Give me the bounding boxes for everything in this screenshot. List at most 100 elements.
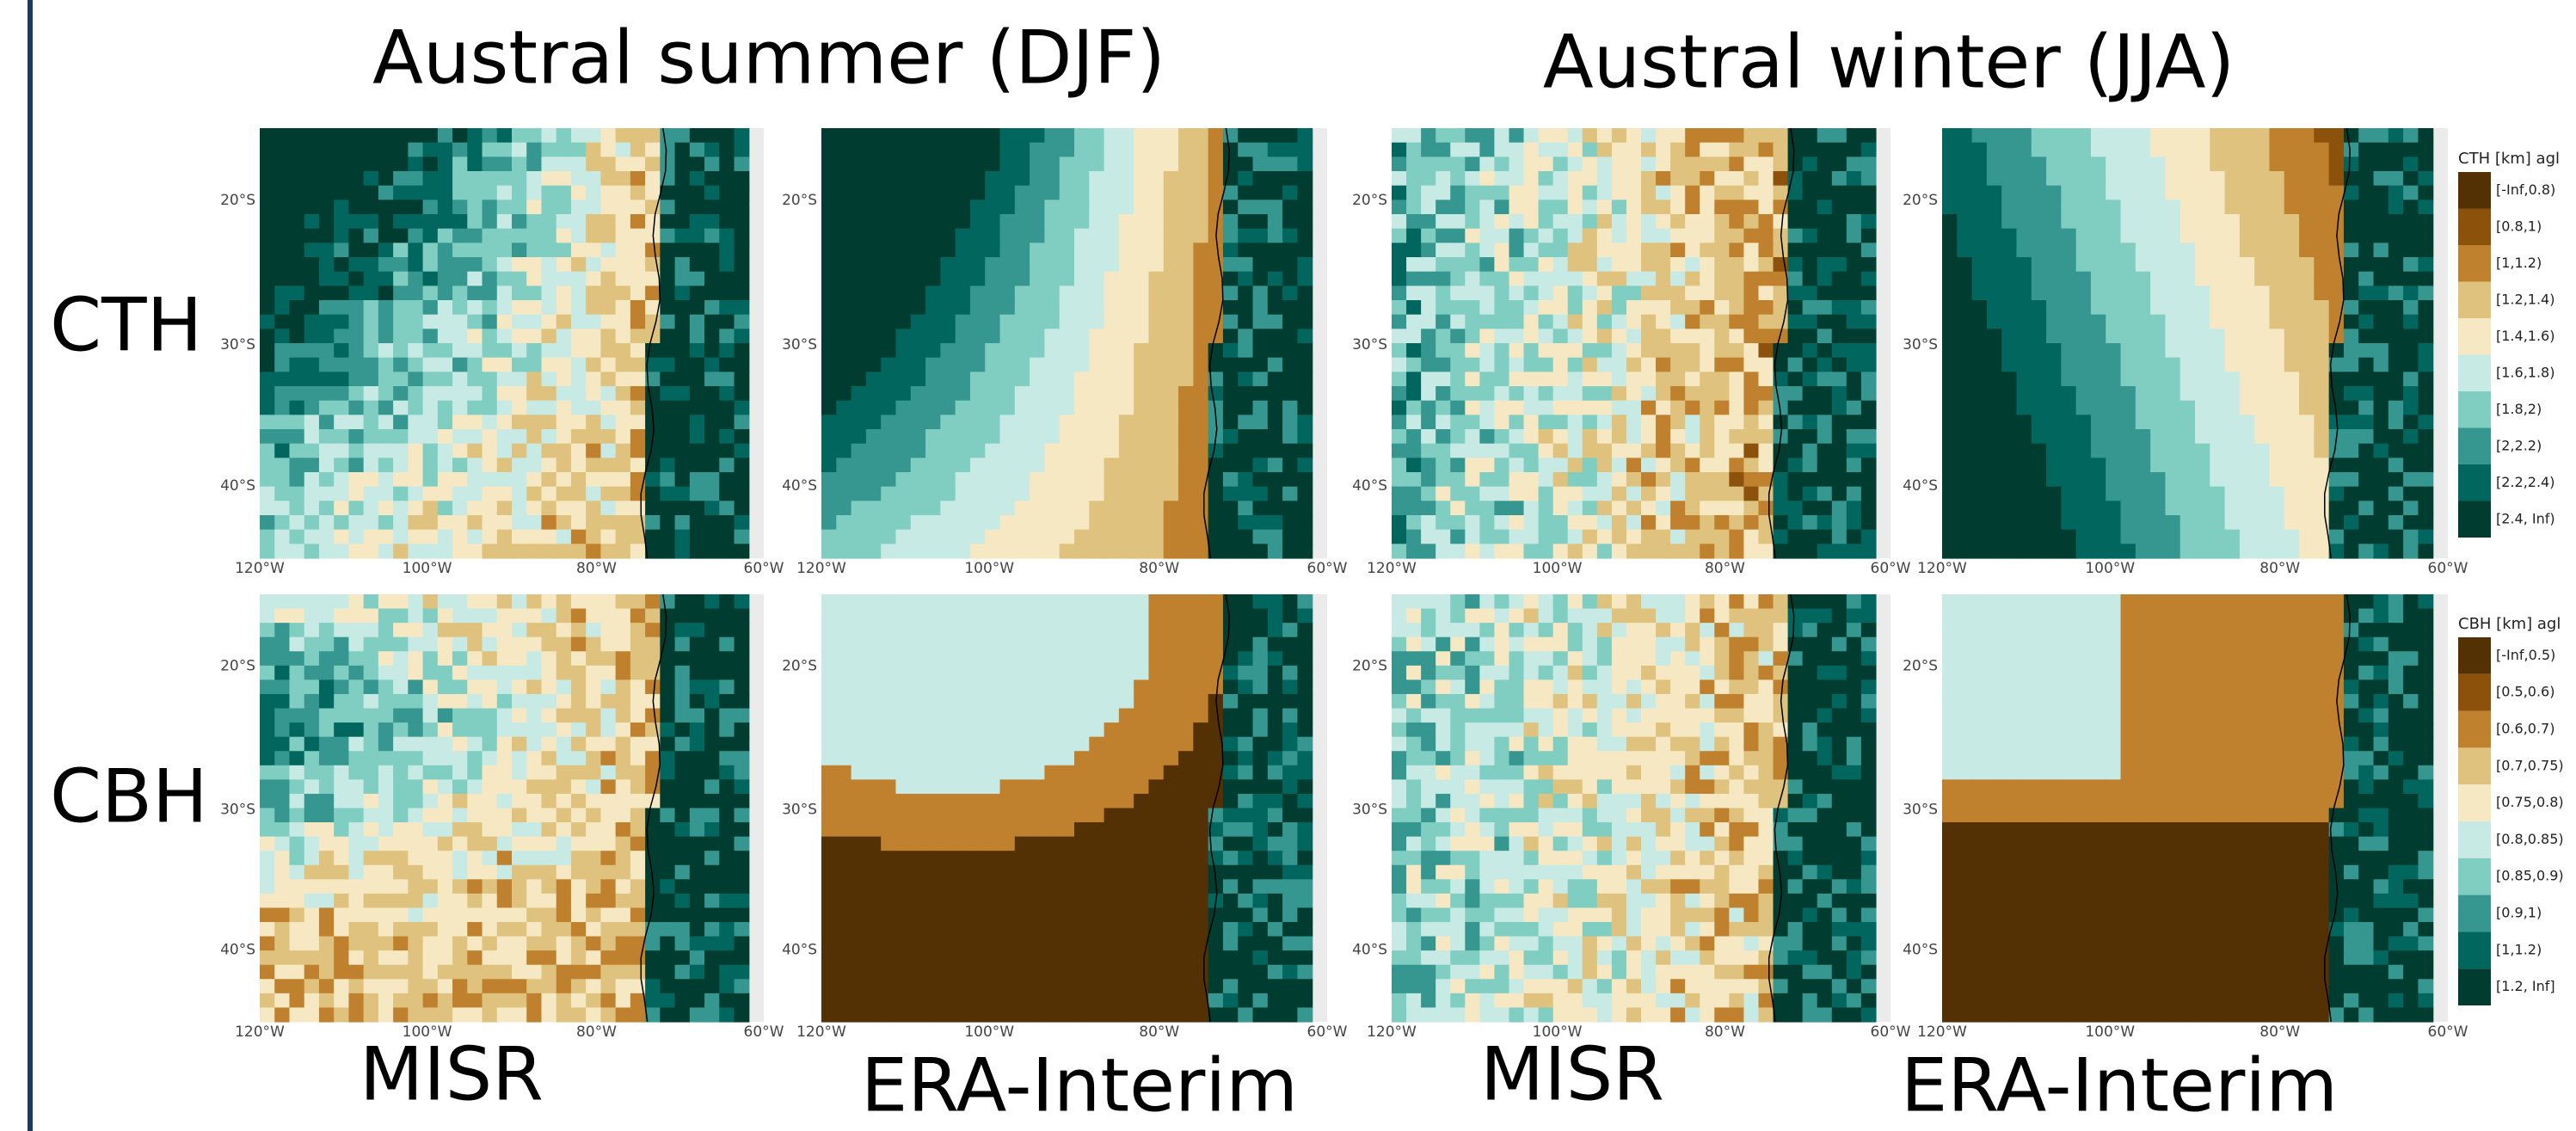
map-cell <box>970 329 986 343</box>
map-cell <box>600 257 616 272</box>
map-cell <box>1494 472 1509 487</box>
map-cell <box>735 751 750 765</box>
map-cell <box>2388 401 2404 415</box>
map-cell <box>1421 300 1436 315</box>
map-cell <box>1208 487 1224 501</box>
map-cell <box>1685 372 1700 386</box>
map-cell <box>304 865 320 880</box>
map-cell <box>1714 128 1730 143</box>
map-cell <box>1670 458 1686 472</box>
map-cell <box>1164 186 1179 200</box>
map-cell <box>1392 257 1407 272</box>
map-cell <box>348 171 364 186</box>
map-cell <box>2344 243 2359 257</box>
map-cell <box>836 243 851 257</box>
map-cell <box>881 472 896 487</box>
map-cell <box>348 157 364 171</box>
map-cell <box>378 722 394 737</box>
map-cell <box>630 544 646 558</box>
map-cell <box>586 765 601 780</box>
map-cell <box>735 851 750 865</box>
map-cell <box>2076 515 2092 530</box>
map-cell <box>1406 257 1422 272</box>
map-cell <box>2106 515 2121 530</box>
map-cell <box>1788 229 1804 243</box>
map-cell <box>1000 487 1016 501</box>
map-cell <box>1406 429 1422 444</box>
map-cell <box>2358 444 2374 458</box>
map-cell <box>851 501 867 515</box>
map-cell <box>438 530 453 544</box>
map-cell <box>483 257 498 272</box>
map-cell <box>364 487 379 501</box>
map-cell <box>704 651 720 666</box>
map-cell <box>304 837 320 851</box>
map-cell <box>616 257 631 272</box>
map-cell <box>940 444 956 458</box>
map-cell <box>1524 143 1540 157</box>
map-cell <box>2240 200 2255 214</box>
map-cell <box>735 722 750 737</box>
map-cell <box>1656 329 1671 343</box>
map-cell <box>895 186 911 200</box>
map-cell <box>1060 458 1075 472</box>
map-cell <box>1253 358 1269 372</box>
map-cell <box>1685 128 1700 143</box>
map-cell <box>571 372 587 386</box>
map-cell <box>1774 186 1789 200</box>
map-cell <box>586 950 601 965</box>
map-cell <box>2299 444 2315 458</box>
map-cell <box>378 401 394 415</box>
map-cell <box>260 186 275 200</box>
map-cell <box>2269 300 2284 315</box>
map-cell <box>1656 487 1671 501</box>
map-cell <box>690 329 705 343</box>
map-cell <box>526 737 542 752</box>
map-cell <box>821 186 837 200</box>
map-cell <box>690 637 705 652</box>
map-cell <box>1847 429 1862 444</box>
map-cell <box>1597 300 1613 315</box>
map-cell <box>2195 157 2210 171</box>
map-cell <box>1612 200 1627 214</box>
map-cell <box>1148 329 1164 343</box>
map-cell <box>1942 272 1958 286</box>
map-cell <box>1134 429 1149 444</box>
map-cell <box>735 501 750 515</box>
map-cell <box>616 429 631 444</box>
map-cell <box>512 200 527 214</box>
map-cell <box>660 515 675 530</box>
map-cell <box>423 722 439 737</box>
map-cell <box>483 286 498 300</box>
map-cell <box>483 894 498 908</box>
lat-tick-label: 30°S <box>220 336 255 353</box>
map-cell <box>821 343 837 358</box>
map-cell <box>393 343 409 358</box>
map-cell <box>821 272 837 286</box>
map-cell <box>2091 444 2106 458</box>
map-cell <box>260 157 275 171</box>
map-cell <box>348 737 364 752</box>
map-cell <box>1612 343 1627 358</box>
map-cell <box>1015 315 1030 329</box>
map-cell <box>821 315 837 329</box>
map-cell <box>274 372 290 386</box>
map-cell <box>675 128 691 143</box>
map-cell <box>1436 487 1451 501</box>
map-cell <box>1583 343 1598 358</box>
map-cell <box>571 444 587 458</box>
map-cell <box>1465 429 1480 444</box>
map-cell <box>2254 243 2270 257</box>
map-cell <box>348 315 364 329</box>
map-cell <box>1539 143 1554 157</box>
map-cell <box>2225 415 2241 429</box>
map-cell <box>1000 128 1016 143</box>
map-cell <box>1406 329 1422 343</box>
map-cell <box>452 851 468 865</box>
map-cell <box>1178 157 1194 171</box>
map-cell <box>260 879 275 894</box>
map-cell <box>1119 444 1134 458</box>
map-cell <box>675 472 691 487</box>
map-cell <box>408 200 423 214</box>
map-cell <box>541 128 556 143</box>
